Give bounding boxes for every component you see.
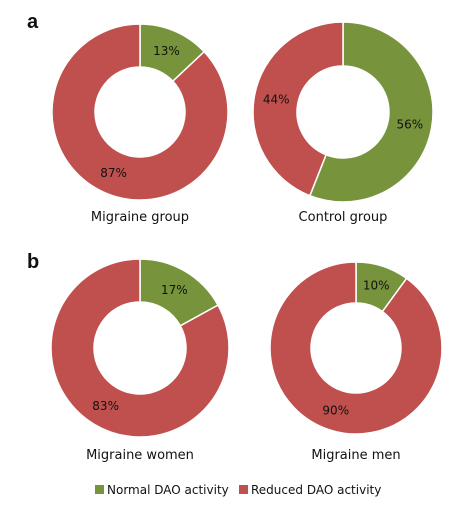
- panel-letter-b: b: [27, 251, 39, 273]
- pct-label-migraine-group-reduced-dao-activity: 87%: [100, 166, 127, 180]
- pct-label-migraine-women-reduced-dao-activity: 83%: [92, 399, 119, 413]
- caption-control-group: Control group: [299, 210, 388, 225]
- slice-migraine-women-reduced-dao-activity: [50, 258, 230, 438]
- legend-label-reduced: Reduced DAO activity: [251, 483, 381, 497]
- legend-swatch-reduced: [239, 485, 248, 494]
- donut-migraine-women: 17% 83% Migraine women: [50, 258, 230, 463]
- donut-migraine-men: 10% 90% Migraine men: [269, 261, 443, 463]
- legend-swatch-normal: [95, 485, 104, 494]
- pct-label-migraine-men-reduced-dao-activity: 90%: [322, 403, 349, 417]
- legend-label-normal: Normal DAO activity: [107, 483, 229, 497]
- pct-label-control-group-reduced-dao-activity: 44%: [263, 92, 290, 106]
- slice-migraine-men-reduced-dao-activity: [269, 261, 443, 435]
- donut-charts: 13% 87% Migraine group 56% 44% Control group 1…: [50, 21, 443, 463]
- donut-migraine-group: 13% 87% Migraine group: [51, 23, 229, 225]
- slice-control-group-normal-dao-activity: [308, 21, 434, 203]
- caption-migraine-group: Migraine group: [91, 210, 189, 225]
- caption-migraine-men: Migraine men: [311, 448, 400, 463]
- panel-letter-a: a: [27, 11, 39, 33]
- caption-migraine-women: Migraine women: [86, 448, 194, 463]
- slice-control-group-reduced-dao-activity: [252, 21, 344, 197]
- pct-label-migraine-group-normal-dao-activity: 13%: [153, 44, 180, 58]
- pct-label-migraine-women-normal-dao-activity: 17%: [161, 283, 188, 297]
- pct-label-control-group-normal-dao-activity: 56%: [396, 118, 423, 132]
- donut-control-group: 56% 44% Control group: [252, 21, 434, 225]
- slice-migraine-group-reduced-dao-activity: [51, 23, 229, 201]
- legend: Normal DAO activity Reduced DAO activity: [95, 483, 381, 497]
- pct-label-migraine-men-normal-dao-activity: 10%: [363, 279, 390, 293]
